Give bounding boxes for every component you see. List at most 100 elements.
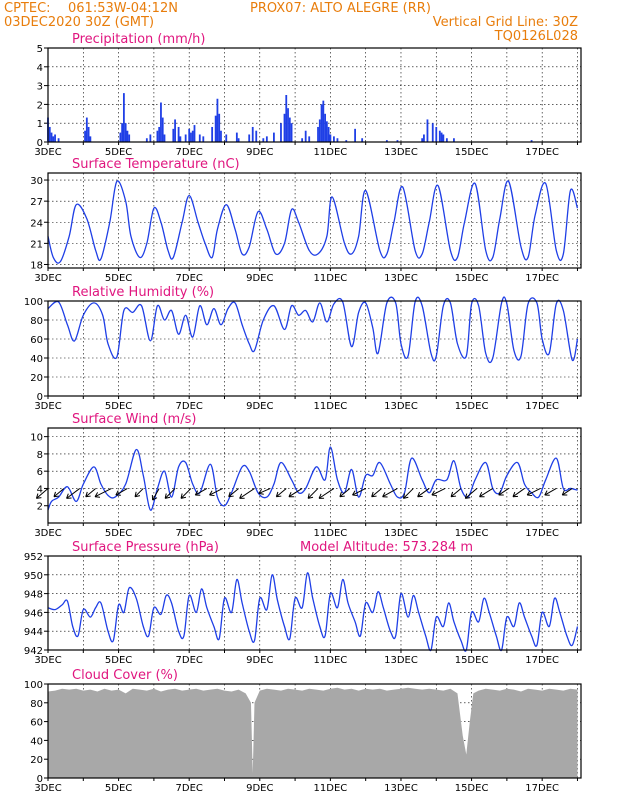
wind-arrow xyxy=(498,488,509,496)
wind-xtick-label: 5DEC xyxy=(105,528,132,539)
pressure-annotation: Model Altitude: 573.284 m xyxy=(300,540,473,555)
wind-arrow-head xyxy=(339,491,345,498)
precipitation-panel: 0 1 2 3 4 5 3DEC 5DEC 7DEC 9DEC 11DEC 13DEC 15DEC 17D… xyxy=(34,32,582,158)
temperature-ytick-label: 30 xyxy=(30,176,43,187)
wind-ytick-label: 10 xyxy=(30,433,43,444)
humidity-xtick-label: 5DEC xyxy=(105,401,132,412)
precipitation-ytick-label: 0 xyxy=(37,138,43,149)
temperature-xtick-label: 11DEC xyxy=(314,273,348,284)
wind-arrow xyxy=(479,488,494,498)
wind-arrow xyxy=(288,488,303,498)
cloud-cover-area xyxy=(48,687,578,778)
pressure-ytick-label: 944 xyxy=(24,627,43,638)
precip-bar xyxy=(218,113,221,142)
precip-bar xyxy=(324,113,326,142)
humidity-ytick-label: 20 xyxy=(30,373,43,384)
precip-bar xyxy=(50,132,53,142)
precip-bar xyxy=(329,134,332,142)
wind-arrow xyxy=(180,488,192,499)
cloud-cover-ytick-label: 0 xyxy=(37,774,43,785)
humidity-xtick-label: 7DEC xyxy=(176,401,203,412)
wind-arrow xyxy=(276,488,287,498)
wind-arrow-head xyxy=(464,493,471,499)
wind-arrow-head xyxy=(194,490,201,496)
precip-bar xyxy=(122,93,125,142)
wind-ytick-label: 4 xyxy=(37,484,43,495)
precip-bar xyxy=(396,140,399,142)
wind-arrow xyxy=(258,487,271,494)
precip-bar xyxy=(52,136,55,142)
precip-bar xyxy=(85,117,88,142)
header-station: PROX07: ALTO ALEGRE (RR) xyxy=(250,1,431,16)
precipitation-ytick-label: 1 xyxy=(37,119,43,130)
humidity-xtick-label: 13DEC xyxy=(384,401,418,412)
wind-xtick-label: 11DEC xyxy=(314,528,348,539)
cloud-cover-xtick-label: 11DEC xyxy=(314,783,348,794)
temperature-frame xyxy=(47,172,582,269)
wind-arrow-head xyxy=(352,490,358,497)
temperature-xtick-label: 13DEC xyxy=(384,273,418,284)
temperature-xtick-label: 15DEC xyxy=(455,273,489,284)
pressure-frame xyxy=(47,555,582,651)
header-run-code: TQ0126L028 xyxy=(494,29,578,44)
wind-arrow-head xyxy=(66,493,72,499)
precip-bar xyxy=(48,126,51,142)
wind-arrow-head xyxy=(318,493,325,499)
pressure-xtick-label: 5DEC xyxy=(105,655,132,666)
wind-xtick-label: 13DEC xyxy=(384,528,418,539)
wind-arrow-head xyxy=(35,493,42,499)
precip-bar xyxy=(124,123,127,142)
wind-xtick-label: 9DEC xyxy=(246,528,273,539)
precip-bar xyxy=(119,132,122,142)
pressure-ytick-label: 948 xyxy=(24,590,43,601)
wind-xtick-label: 17DEC xyxy=(525,528,559,539)
humidity-title: Relative Humidity (%) xyxy=(72,285,214,300)
humidity-ytick-label: 0 xyxy=(37,392,43,403)
humidity-xtick-label: 15DEC xyxy=(455,401,489,412)
wind-arrow xyxy=(36,488,49,499)
precip-bar xyxy=(220,130,222,142)
temperature-ytick-label: 21 xyxy=(30,239,43,250)
cloud-cover-xtick-label: 7DEC xyxy=(176,783,203,794)
precip-bar xyxy=(336,138,339,142)
precip-bar xyxy=(385,140,388,142)
precip-bar xyxy=(198,134,201,142)
wind-arrow-head xyxy=(561,490,568,496)
precip-bar xyxy=(445,138,448,142)
pressure-xtick-label: 9DEC xyxy=(246,655,273,666)
precip-bar xyxy=(235,132,238,142)
humidity-xtick-label: 17DEC xyxy=(525,401,559,412)
precip-bar xyxy=(317,126,319,142)
precip-bar xyxy=(354,128,356,142)
wind-arrow xyxy=(66,488,81,499)
precip-bar xyxy=(453,138,455,142)
temperature-series-line xyxy=(47,180,579,264)
wind-arrow-head xyxy=(228,491,234,498)
wind-arrow xyxy=(417,488,430,498)
precipitation-xtick-label: 13DEC xyxy=(384,147,418,158)
precip-bar xyxy=(128,134,131,142)
precip-bar xyxy=(177,126,180,142)
wind-arrow-head xyxy=(164,493,171,499)
pressure-xtick-label: 13DEC xyxy=(384,655,418,666)
pressure-series-line xyxy=(47,572,579,652)
precip-bar xyxy=(426,119,429,142)
wind-ytick-label: 8 xyxy=(37,450,43,461)
precip-bar xyxy=(288,117,291,142)
pressure-ytick-label: 952 xyxy=(24,552,43,563)
precip-bar xyxy=(304,130,307,142)
cloud-cover-xtick-label: 15DEC xyxy=(455,783,489,794)
precip-bar xyxy=(190,132,192,142)
cloud-cover-xtick-label: 17DEC xyxy=(525,783,559,794)
precip-bar xyxy=(318,119,321,142)
precip-bar xyxy=(163,134,166,142)
pressure-title: Surface Pressure (hPa) xyxy=(72,540,219,555)
humidity-frame xyxy=(47,300,582,397)
precipitation-xtick-label: 17DEC xyxy=(525,147,559,158)
precip-bar xyxy=(149,134,152,142)
wind-arrow xyxy=(431,488,446,496)
precip-bar xyxy=(431,123,434,142)
wind-arrow-head xyxy=(479,491,485,498)
temperature-xtick-label: 7DEC xyxy=(176,273,203,284)
